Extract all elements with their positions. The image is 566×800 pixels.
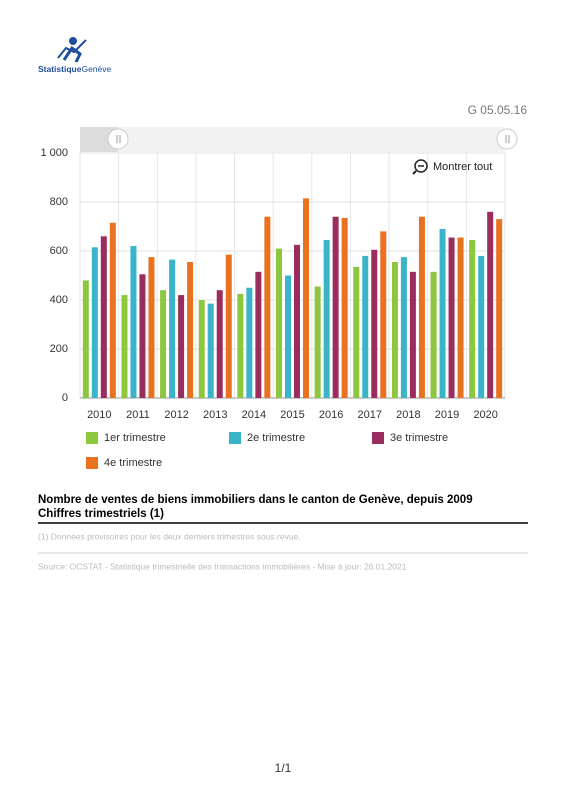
x-tick-label: 2011 <box>126 409 150 421</box>
legend-label: 4e trimestre <box>104 457 162 469</box>
x-tick-label: 2017 <box>358 409 382 421</box>
legend-label: 1er trimestre <box>104 432 166 444</box>
doc-code: G 05.05.16 <box>468 103 528 117</box>
legend-swatch <box>86 432 98 444</box>
bar <box>400 257 407 398</box>
bar <box>323 239 330 398</box>
bar <box>198 300 205 398</box>
bar <box>487 211 494 398</box>
bar <box>246 287 253 398</box>
bar <box>160 290 167 398</box>
bar <box>91 247 98 398</box>
bar <box>448 237 455 398</box>
bar <box>276 248 282 398</box>
x-tick-label: 2010 <box>87 409 111 421</box>
bar <box>341 217 348 398</box>
bar <box>478 255 485 398</box>
plot: 0 200 400 600 800 1 000 2010 2011 2012 2013 2014 20… <box>40 147 506 421</box>
bar <box>207 303 214 398</box>
bar <box>391 262 398 398</box>
bar <box>225 254 232 398</box>
bar <box>121 295 128 398</box>
logo-text: StatistiqueGenève <box>38 64 111 74</box>
bar <box>409 271 416 398</box>
source: Source: OCSTAT - Statistique trimestriel… <box>38 561 407 571</box>
bar <box>362 255 369 398</box>
bar <box>216 290 223 398</box>
x-tick-label: 2016 <box>319 409 343 421</box>
note: (1) Données provisoires pour les deux de… <box>38 531 301 541</box>
legend-swatch <box>372 432 384 444</box>
x-tick-label: 2013 <box>203 409 227 421</box>
y-tick-label: 600 <box>50 245 68 257</box>
bar <box>294 244 300 398</box>
bar <box>264 216 271 398</box>
navigator[interactable] <box>80 127 505 152</box>
x-tick-label: 2018 <box>396 409 420 421</box>
legend: 1er trimestre 2e trimestre 3e trimestre 4e … <box>86 432 448 469</box>
y-tick-label: 400 <box>50 294 68 306</box>
x-tick-label: 2019 <box>435 409 459 421</box>
bar <box>439 228 446 398</box>
bar <box>371 249 378 398</box>
bar <box>130 246 137 398</box>
bar <box>469 239 476 398</box>
x-tick-label: 2015 <box>280 409 304 421</box>
x-tick-label: 2020 <box>473 409 497 421</box>
bar <box>332 216 339 398</box>
bar <box>82 280 89 398</box>
bar <box>380 231 387 398</box>
bar <box>430 271 437 398</box>
reset-zoom-button[interactable]: Montrer tout <box>412 159 492 175</box>
bar <box>187 262 194 398</box>
legend-swatch <box>86 457 98 469</box>
bar <box>496 219 503 398</box>
caption-title: Nombre de ventes de biens immobiliers da… <box>38 494 473 506</box>
bar <box>169 259 176 398</box>
x-tick-label: 2014 <box>242 409 266 421</box>
bar <box>148 257 155 398</box>
legend-label: 3e trimestre <box>390 432 448 444</box>
bar <box>303 198 309 398</box>
x-tick-label: 2012 <box>164 409 188 421</box>
bar <box>314 286 321 398</box>
page-number: 1/1 <box>275 761 292 775</box>
logo-icon <box>57 37 87 63</box>
bar <box>109 222 116 398</box>
bar <box>255 271 262 398</box>
bar <box>100 236 107 398</box>
legend-swatch <box>229 432 241 444</box>
caption-subtitle: Chiffres trimestriels (1) <box>38 508 164 520</box>
bar <box>178 295 185 398</box>
navigator-handle[interactable] <box>496 128 518 150</box>
y-tick-label: 200 <box>50 343 68 355</box>
legend-label: 2e trimestre <box>247 432 305 444</box>
y-tick-label: 1 000 <box>40 147 68 159</box>
button-label[interactable]: Montrer tout <box>433 161 492 173</box>
bar <box>285 275 291 398</box>
bar <box>139 274 146 398</box>
bar <box>353 266 360 398</box>
bar <box>457 237 464 398</box>
bar <box>237 293 244 398</box>
navigator-handle[interactable] <box>107 128 129 150</box>
y-tick-label: 0 <box>62 392 68 404</box>
bar <box>418 216 425 398</box>
y-tick-label: 800 <box>50 196 68 208</box>
